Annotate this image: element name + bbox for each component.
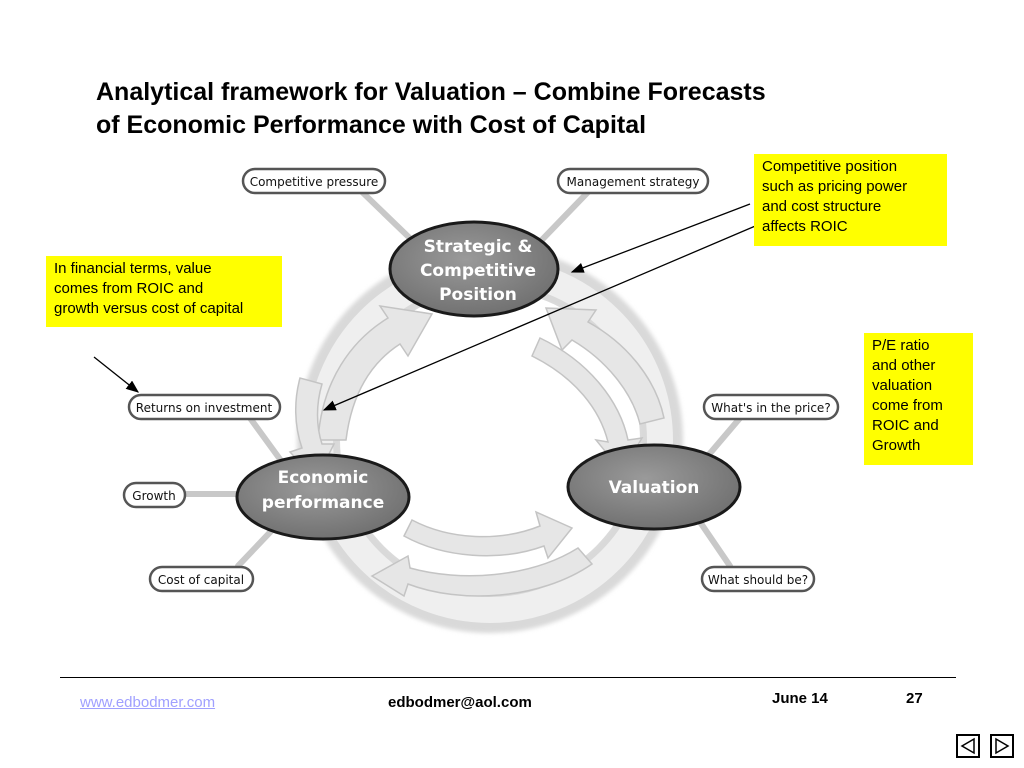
arrow-to-returns [322, 223, 761, 411]
note-financial-line-2: comes from ROIC and [54, 280, 204, 297]
footer-page-number: 27 [906, 690, 923, 707]
note-pe-line-1: P/E ratio [872, 337, 930, 354]
footer-divider [60, 677, 956, 678]
note-competitive-position: Competitive position such as pricing pow… [754, 154, 947, 246]
pill-what-should-be-label: What should be? [708, 573, 808, 587]
note-pe-ratio: P/E ratio and other valuation come from … [864, 333, 973, 465]
pill-growth-label: Growth [132, 489, 175, 503]
node-economic-performance: Economic performance [235, 453, 411, 541]
pill-management-strategy: Management strategy [556, 167, 710, 195]
node-strategic-line-1: Strategic & [424, 237, 533, 257]
node-strategic-line-3: Position [439, 285, 517, 305]
pill-whats-in-the-price-label: What's in the price? [711, 401, 830, 415]
note-competitive-line-3: and cost structure [762, 198, 882, 215]
next-slide-button[interactable] [990, 734, 1014, 758]
footer-email: edbodmer@aol.com [388, 694, 532, 711]
pill-competitive-pressure-label: Competitive pressure [250, 175, 379, 189]
footer-date: June 14 [772, 690, 828, 707]
triangle-right-icon [995, 737, 1010, 755]
footer-website-link[interactable]: www.edbodmer.com [80, 694, 216, 711]
pill-returns-on-investment-label: Returns on investment [136, 401, 273, 415]
node-economic-line-1: Economic [278, 468, 369, 488]
note-financial-terms: In financial terms, value comes from ROI… [46, 256, 282, 327]
pill-competitive-pressure: Competitive pressure [241, 167, 387, 195]
note-financial-line-1: In financial terms, value [54, 260, 212, 277]
pill-growth: Growth [122, 481, 187, 509]
pill-cost-of-capital-label: Cost of capital [158, 573, 244, 587]
note-pe-line-2: and other [872, 357, 936, 374]
arrow-to-returns-pill [93, 356, 140, 393]
pill-returns-on-investment: Returns on investment [127, 393, 282, 421]
previous-slide-button[interactable] [956, 734, 980, 758]
triangle-left-icon [960, 737, 975, 755]
pill-management-strategy-label: Management strategy [567, 175, 700, 189]
slide-title-line-1: Analytical framework for Valuation – Com… [96, 78, 766, 106]
node-valuation: Valuation [566, 443, 742, 531]
node-valuation-label: Valuation [609, 478, 700, 498]
note-pe-line-4: come from [872, 397, 943, 414]
slide-title: Analytical framework for Valuation – Com… [96, 76, 896, 142]
note-financial-line-3: growth versus cost of capital [54, 300, 244, 317]
note-competitive-line-4: affects ROIC [762, 218, 848, 235]
pill-what-should-be: What should be? [700, 565, 816, 593]
arrow-to-strategic [570, 203, 751, 273]
note-competitive-line-1: Competitive position [762, 158, 898, 175]
node-economic-line-2: performance [262, 493, 384, 513]
note-pe-line-6: Growth [872, 437, 921, 454]
node-strategic-line-2: Competitive [420, 261, 536, 281]
note-pe-line-3: valuation [872, 377, 933, 394]
node-strategic-competitive-position: Strategic & Competitive Position [388, 220, 560, 318]
slide-title-line-2: of Economic Performance with Cost of Cap… [96, 111, 647, 139]
note-competitive-line-2: such as pricing power [762, 178, 908, 195]
pill-cost-of-capital: Cost of capital [148, 565, 255, 593]
spoke-lines [181, 187, 743, 569]
note-pe-line-5: ROIC and [872, 417, 939, 434]
pill-whats-in-the-price: What's in the price? [702, 393, 840, 421]
